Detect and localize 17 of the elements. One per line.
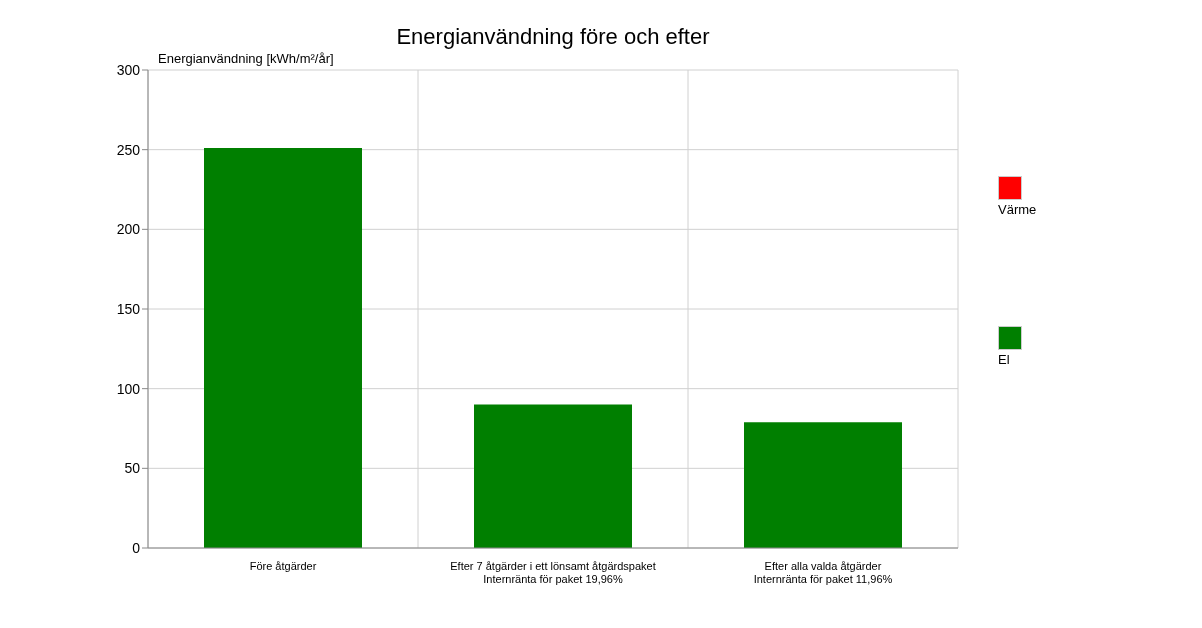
legend-label: El <box>998 352 1011 367</box>
y-tick-label: 0 <box>132 539 141 556</box>
y-tick-label: 200 <box>116 221 141 238</box>
y-tick-label: 300 <box>116 61 141 78</box>
y-tick-label: 50 <box>124 460 141 477</box>
y-tick-label: 250 <box>116 141 141 158</box>
bar <box>744 422 902 548</box>
bar <box>204 148 362 548</box>
bar <box>474 404 632 548</box>
y-axis-title: Energianvändning [kWh/m²/år] <box>158 51 334 66</box>
x-tick-label: Före åtgärder <box>249 560 317 572</box>
x-tick-label: Efter alla valda åtgärder Internränta för paket 11,96% <box>753 560 893 585</box>
y-tick-label: 100 <box>116 380 141 397</box>
x-tick-label: Efter 7 åtgärder i ett lönsamt åtgärdspaket Internränta för paket 19,96% <box>450 560 656 585</box>
chart-title: Energianvändning före och efter <box>395 24 711 50</box>
y-tick-label: 150 <box>116 300 141 317</box>
legend-label: Värme <box>998 202 1037 217</box>
